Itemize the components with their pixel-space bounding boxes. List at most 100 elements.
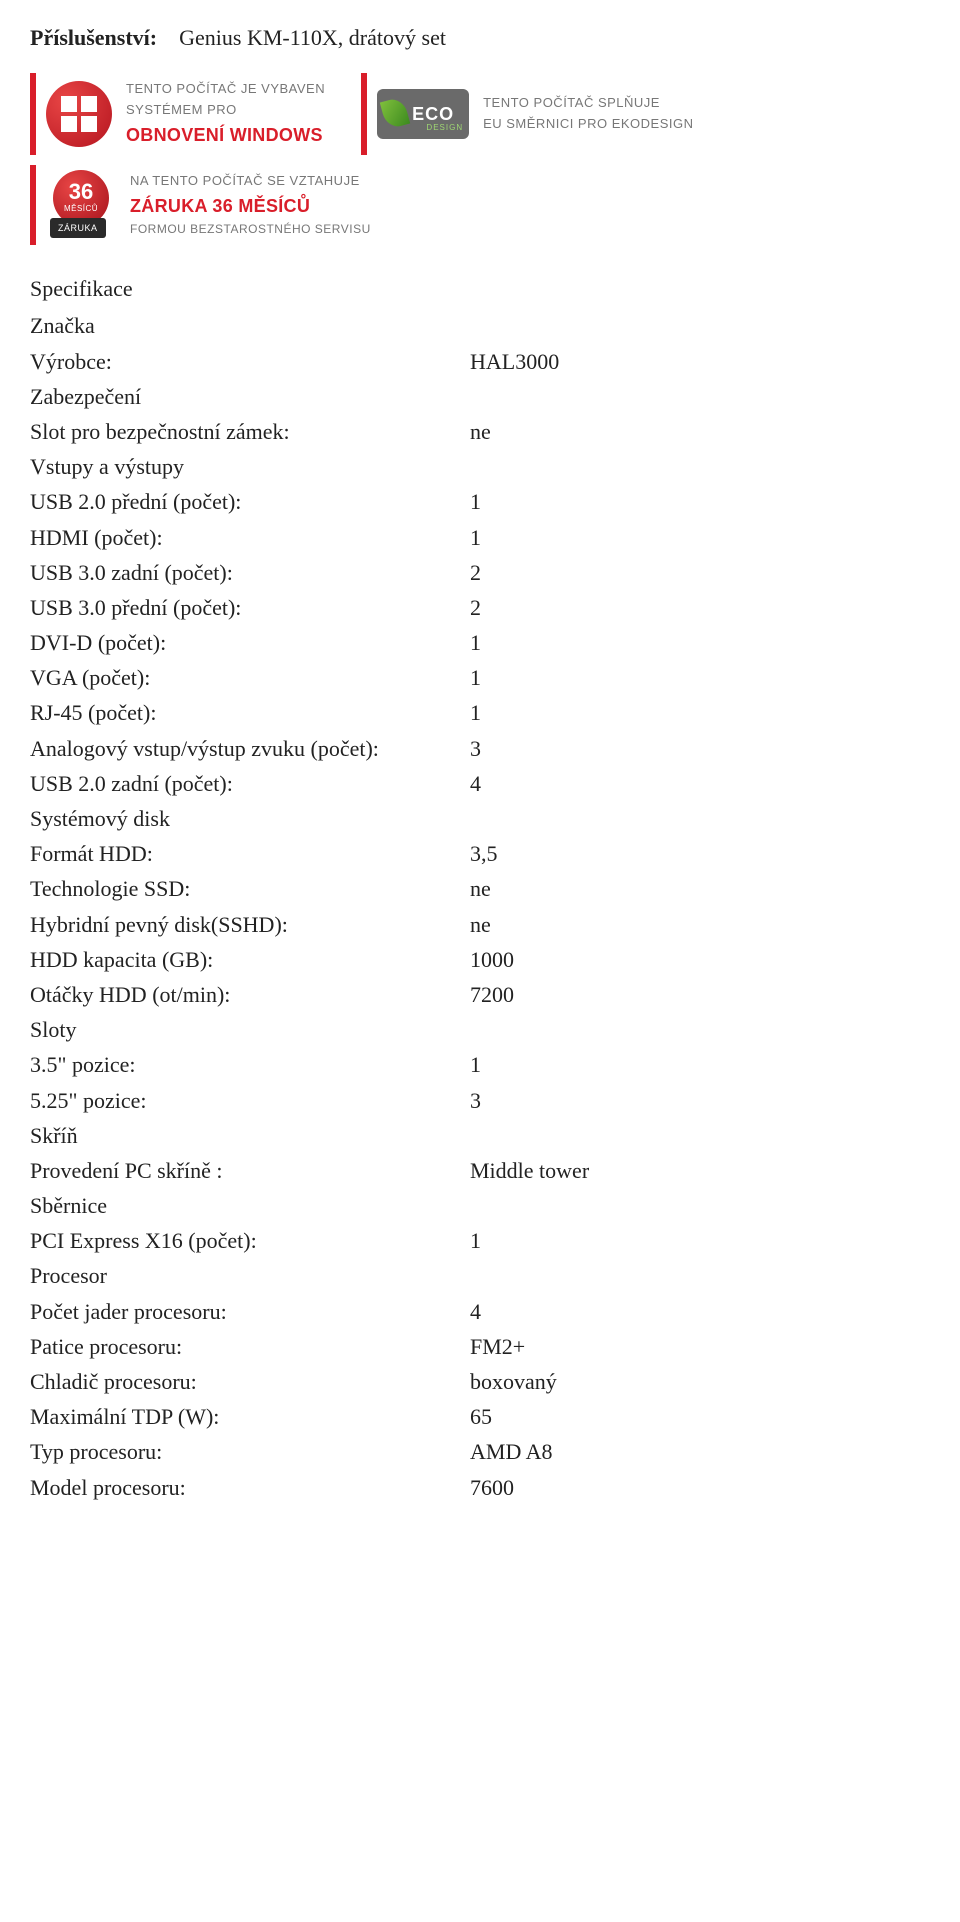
spec-value: 3 <box>470 1083 930 1118</box>
spec-label: HDD kapacita (GB): <box>30 942 470 977</box>
spec-value: 1 <box>470 660 930 695</box>
badge-line: FORMOU BEZSTAROSTNÉHO SERVISU <box>130 220 371 239</box>
spec-value: 7200 <box>470 977 930 1012</box>
table-row: Technologie SSD:ne <box>30 871 930 906</box>
table-row: Analogový vstup/výstup zvuku (počet):3 <box>30 731 930 766</box>
table-row: Počet jader procesoru:4 <box>30 1294 930 1329</box>
spec-label: Slot pro bezpečnostní zámek: <box>30 414 470 449</box>
table-row: RJ-45 (počet):1 <box>30 695 930 730</box>
warranty-seal-icon: 36 MĚSÍCŮ ZÁRUKA <box>46 170 116 240</box>
accessories-label: Příslušenství: <box>30 25 157 50</box>
spec-label: Počet jader procesoru: <box>30 1294 470 1329</box>
red-bar-icon <box>30 73 36 155</box>
red-bar-icon <box>30 165 36 245</box>
table-row: Slot pro bezpečnostní zámek: ne <box>30 414 930 449</box>
spec-label: Typ procesoru: <box>30 1434 470 1469</box>
spec-value: 65 <box>470 1399 930 1434</box>
spec-label: PCI Express X16 (počet): <box>30 1223 470 1258</box>
spec-label: Patice procesoru: <box>30 1329 470 1364</box>
table-row: Hybridní pevný disk(SSHD):ne <box>30 907 930 942</box>
windows-logo-icon <box>46 81 112 147</box>
table-row: Otáčky HDD (ot/min):7200 <box>30 977 930 1012</box>
table-row: Patice procesoru:FM2+ <box>30 1329 930 1364</box>
table-row: 5.25" pozice:3 <box>30 1083 930 1118</box>
group-heading: Sloty <box>30 1012 930 1047</box>
spec-label: Technologie SSD: <box>30 871 470 906</box>
group-heading: Skříň <box>30 1118 930 1153</box>
table-row: DVI-D (počet):1 <box>30 625 930 660</box>
table-row: PCI Express X16 (počet):1 <box>30 1223 930 1258</box>
warranty-badge: 36 MĚSÍCŮ ZÁRUKA NA TENTO POČÍTAČ SE VZT… <box>46 170 371 240</box>
spec-value: 1 <box>470 695 930 730</box>
table-row: USB 3.0 zadní (počet):2 <box>30 555 930 590</box>
badges-container: TENTO POČÍTAČ JE VYBAVEN SYSTÉMEM PRO OB… <box>30 73 930 245</box>
table-row: USB 2.0 zadní (počet):4 <box>30 766 930 801</box>
spec-label: USB 3.0 přední (počet): <box>30 590 470 625</box>
spec-value: 1 <box>470 1223 930 1258</box>
spec-value: ne <box>470 907 930 942</box>
spec-value: 1 <box>470 520 930 555</box>
table-row: Model procesoru:7600 <box>30 1470 930 1505</box>
spec-label: HDMI (počet): <box>30 520 470 555</box>
table-row: 3.5" pozice:1 <box>30 1047 930 1082</box>
table-row: Formát HDD:3,5 <box>30 836 930 871</box>
group-heading: Systémový disk <box>30 801 930 836</box>
spec-label: Výrobce: <box>30 344 470 379</box>
group-heading: Vstupy a výstupy <box>30 449 930 484</box>
spec-value: 1 <box>470 625 930 660</box>
table-row: Maximální TDP (W):65 <box>30 1399 930 1434</box>
spec-value: ne <box>470 871 930 906</box>
spec-label: 3.5" pozice: <box>30 1047 470 1082</box>
accessories-line: Příslušenství: Genius KM-110X, drátový s… <box>30 20 930 55</box>
eco-design-badge: ECO DESIGN TENTO POČÍTAČ SPLŇUJE EU SMĚR… <box>377 89 693 139</box>
spec-label: Chladič procesoru: <box>30 1364 470 1399</box>
spec-value: 3,5 <box>470 836 930 871</box>
spec-value: FM2+ <box>470 1329 930 1364</box>
spec-label: Otáčky HDD (ot/min): <box>30 977 470 1012</box>
table-row: Provedení PC skříně :Middle tower <box>30 1153 930 1188</box>
badge-line: NA TENTO POČÍTAČ SE VZTAHUJE <box>130 171 371 192</box>
spec-label: Maximální TDP (W): <box>30 1399 470 1434</box>
badge-line: ZÁRUKA 36 MĚSÍCŮ <box>130 192 371 221</box>
spec-value: AMD A8 <box>470 1434 930 1469</box>
spec-label: RJ-45 (počet): <box>30 695 470 730</box>
spec-value: 4 <box>470 1294 930 1329</box>
spec-value: boxovaný <box>470 1364 930 1399</box>
group-heading: Značka <box>30 308 930 343</box>
spec-value: 1 <box>470 484 930 519</box>
badge-line: TENTO POČÍTAČ JE VYBAVEN <box>126 79 325 100</box>
spec-value: 4 <box>470 766 930 801</box>
spec-value: Middle tower <box>470 1153 930 1188</box>
spec-value: 7600 <box>470 1470 930 1505</box>
spec-label: DVI-D (počet): <box>30 625 470 660</box>
table-row: HDD kapacita (GB):1000 <box>30 942 930 977</box>
spec-label: 5.25" pozice: <box>30 1083 470 1118</box>
spec-label: Model procesoru: <box>30 1470 470 1505</box>
spec-label: USB 3.0 zadní (počet): <box>30 555 470 590</box>
spec-value: 2 <box>470 590 930 625</box>
windows-recovery-badge: TENTO POČÍTAČ JE VYBAVEN SYSTÉMEM PRO OB… <box>46 79 325 149</box>
badge-line: SYSTÉMEM PRO <box>126 100 325 121</box>
spec-value: HAL3000 <box>470 344 930 379</box>
accessories-value: Genius KM-110X, drátový set <box>179 25 446 50</box>
table-row: USB 3.0 přední (počet):2 <box>30 590 930 625</box>
group-heading: Sběrnice <box>30 1188 930 1223</box>
spec-label: USB 2.0 přední (počet): <box>30 484 470 519</box>
spec-value: 1 <box>470 1047 930 1082</box>
spec-label: Formát HDD: <box>30 836 470 871</box>
table-row: VGA (počet):1 <box>30 660 930 695</box>
table-row: USB 2.0 přední (počet):1 <box>30 484 930 519</box>
eco-logo-icon: ECO DESIGN <box>377 89 469 139</box>
spec-label: Hybridní pevný disk(SSHD): <box>30 907 470 942</box>
table-row: Typ procesoru:AMD A8 <box>30 1434 930 1469</box>
spec-label: Analogový vstup/výstup zvuku (počet): <box>30 731 470 766</box>
red-bar-icon <box>361 73 367 155</box>
badge-line: TENTO POČÍTAČ SPLŇUJE <box>483 93 693 114</box>
spec-value: 2 <box>470 555 930 590</box>
table-row: HDMI (počet):1 <box>30 520 930 555</box>
badge-line: EU SMĚRNICI PRO EKODESIGN <box>483 114 693 135</box>
spec-label: Provedení PC skříně : <box>30 1153 470 1188</box>
table-row: Výrobce: HAL3000 <box>30 344 930 379</box>
spec-title: Specifikace <box>30 271 930 306</box>
group-heading: Procesor <box>30 1258 930 1293</box>
